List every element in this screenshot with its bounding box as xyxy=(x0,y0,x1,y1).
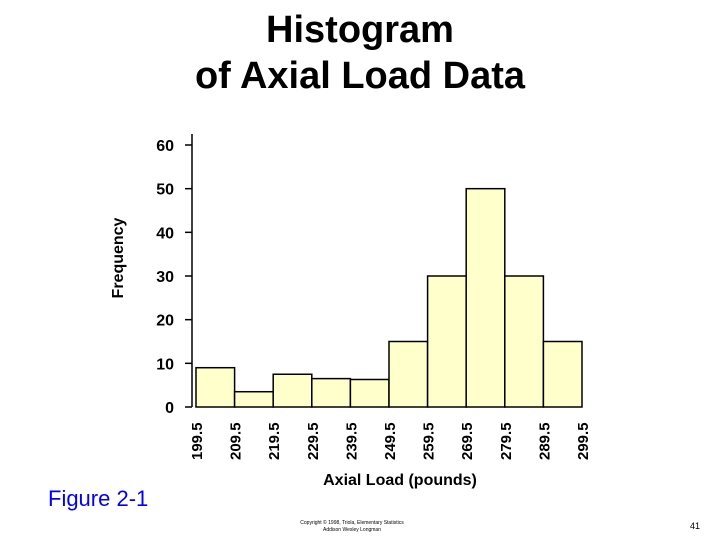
x-tick-label: 219.5 xyxy=(266,422,283,460)
histogram-bar xyxy=(426,275,467,408)
x-tick-label: 259.5 xyxy=(421,422,438,460)
histogram-bar xyxy=(349,378,390,408)
x-tick-label: 239.5 xyxy=(343,422,360,460)
y-tick-label: 10 xyxy=(156,356,174,373)
title-line-1: Histogram xyxy=(266,9,454,51)
histogram-bar xyxy=(195,366,236,408)
y-tick-label: 20 xyxy=(156,313,174,330)
histogram-bar xyxy=(272,373,313,408)
histogram-bar xyxy=(504,275,545,408)
x-tick-label: 199.5 xyxy=(189,422,206,460)
x-tick-label: 209.5 xyxy=(228,422,245,460)
copyright-line-1: Copyright © 1998, Triola, Elementary Sta… xyxy=(300,520,404,526)
y-tick-label: 0 xyxy=(165,400,174,417)
x-tick-label: 289.5 xyxy=(536,422,553,460)
title-line-2: of Axial Load Data xyxy=(194,55,526,97)
histogram-bar xyxy=(542,340,583,408)
x-tick-label: 279.5 xyxy=(498,422,515,460)
x-tick-label: 299.5 xyxy=(575,422,592,460)
copyright-note: Copyright © 1998, Triola, Elementary Sta… xyxy=(262,520,442,534)
histogram-bar xyxy=(388,340,429,408)
x-tick-label: 249.5 xyxy=(382,422,399,460)
x-tick-label: 229.5 xyxy=(305,422,322,460)
y-tick-label: 50 xyxy=(156,182,174,199)
copyright-line-2: Addison Wesley Longman xyxy=(323,527,381,533)
x-axis-label: Axial Load (pounds) xyxy=(323,472,477,489)
histogram-bar xyxy=(311,377,352,408)
y-tick-label: 40 xyxy=(156,225,174,242)
y-tick-label: 60 xyxy=(156,138,174,155)
histogram-bar xyxy=(465,187,506,408)
histogram-bar xyxy=(233,390,274,408)
y-tick-label: 30 xyxy=(156,269,174,286)
slide-number: 41 xyxy=(690,521,701,531)
y-axis-label: Frequency xyxy=(110,217,127,298)
figure-label: Figure 2-1 xyxy=(48,486,149,511)
x-tick-label: 269.5 xyxy=(459,422,476,460)
